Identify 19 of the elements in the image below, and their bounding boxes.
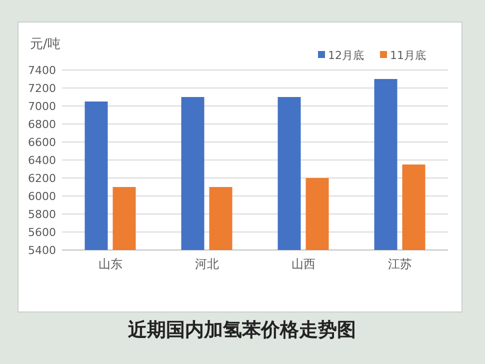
y-tick-label: 7000	[28, 100, 56, 113]
x-tick-label: 山西	[291, 257, 316, 271]
x-tick-label: 河北	[194, 257, 219, 271]
y-axis-title: 元/吨	[30, 37, 60, 52]
y-tick-label: 5600	[28, 226, 56, 239]
x-tick-label: 江苏	[388, 257, 412, 271]
y-tick-label: 7400	[28, 64, 56, 77]
y-tick-label: 6800	[28, 118, 56, 131]
legend-label: 11月底	[390, 49, 426, 62]
y-tick-label: 5400	[28, 244, 56, 257]
y-tick-label: 6200	[28, 172, 56, 185]
legend-label: 12月底	[328, 49, 364, 62]
x-tick-label: 山东	[98, 257, 122, 271]
y-tick-label: 7200	[28, 82, 56, 95]
y-tick-label: 6000	[28, 190, 56, 203]
y-tick-label: 6400	[28, 154, 56, 167]
y-tick-label: 5800	[28, 208, 56, 221]
y-tick-label: 6600	[28, 136, 56, 149]
text: 近期国内加氢苯价格走势图	[127, 319, 356, 341]
